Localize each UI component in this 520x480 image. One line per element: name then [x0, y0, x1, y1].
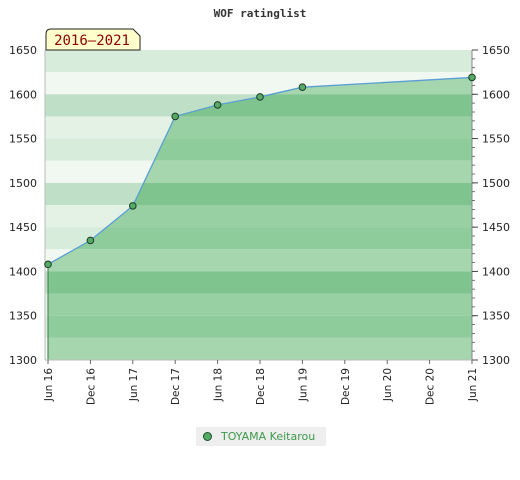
- data-point: [468, 73, 476, 82]
- y-tick-label: 1550: [9, 133, 37, 146]
- y-axis-left: 1300 1350 1400 1450 1500 1550 1600 1650: [9, 44, 37, 367]
- legend-marker: [203, 432, 212, 441]
- x-tick-label: Dec 19: [340, 368, 352, 405]
- x-tick-label: Jun 19: [297, 368, 309, 402]
- data-point: [44, 260, 52, 269]
- y-tick-label-right: 1400: [482, 265, 510, 278]
- x-tick-label: Dec 17: [170, 368, 182, 405]
- y-tick-label: 1500: [9, 177, 37, 190]
- period-badge-text: 2016–2021: [54, 33, 130, 49]
- data-point: [129, 202, 137, 210]
- y-tick-label-right: 1300: [482, 354, 510, 367]
- x-axis: Jun 16 Dec 16 Jun 17 Dec 17 Jun 18 Dec 18 Jun …: [43, 360, 479, 405]
- y-tick-label: 1300: [9, 354, 37, 367]
- data-point: [256, 93, 264, 101]
- legend-label: TOYAMA Keitarou: [221, 430, 316, 443]
- y-axis-right: 1300 1350 1400 1450 1500 1550 1600 1650: [472, 44, 510, 367]
- x-tick-label: Jun 20: [382, 368, 394, 402]
- data-point: [213, 101, 222, 109]
- data-point: [298, 83, 307, 91]
- y-tick-label: 1400: [9, 265, 37, 278]
- y-tick-label: 1600: [9, 88, 37, 101]
- y-tick-label: 1450: [9, 221, 37, 234]
- y-tick-label: 1350: [9, 310, 37, 323]
- data-point: [171, 112, 179, 121]
- y-tick-label-right: 1550: [482, 133, 510, 146]
- x-tick-label: Jun 18: [213, 368, 225, 402]
- data-point: [86, 236, 95, 245]
- x-tick-label: Jun 17: [128, 368, 140, 402]
- y-tick-label-right: 1500: [482, 177, 510, 190]
- chart-title: WOF ratinglist: [214, 7, 307, 20]
- y-tick-label: 1650: [9, 44, 37, 57]
- period-badge: 2016–2021: [45, 28, 141, 51]
- x-tick-label: Jun 16: [43, 368, 55, 402]
- y-tick-label-right: 1450: [482, 221, 510, 234]
- x-tick-label: Dec 18: [255, 368, 267, 405]
- data-points: [44, 73, 476, 269]
- x-tick-label: Jun 21: [467, 368, 479, 402]
- band: [45, 50, 472, 73]
- x-tick-label: Dec 20: [425, 368, 437, 405]
- x-tick-label: Dec 16: [85, 368, 97, 405]
- y-tick-label-right: 1650: [482, 44, 510, 57]
- y-tick-label-right: 1350: [482, 310, 510, 323]
- legend: TOYAMA Keitarou: [196, 427, 326, 446]
- series-line: [47, 76, 473, 265]
- axes: [44, 50, 473, 361]
- y-tick-label-right: 1600: [482, 88, 510, 101]
